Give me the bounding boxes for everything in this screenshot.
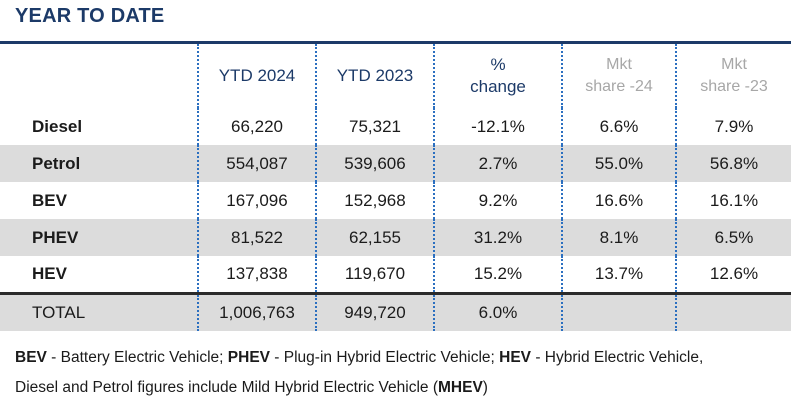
total-change: 6.0% [433, 291, 562, 331]
phev-abbr: PHEV [227, 349, 270, 366]
cell-ytd-2023: 62,155 [315, 219, 434, 256]
footnote-line-2: Diesel and Petrol figures include Mild H… [15, 373, 785, 403]
cell-mkt-share-24: 13.7% [561, 256, 676, 293]
row-label: BEV [32, 190, 67, 210]
header-empty [0, 44, 198, 108]
phev-definition: - Plug-in Hybrid Electric Vehicle; [270, 349, 500, 366]
total-ytd-2023: 949,720 [315, 291, 434, 331]
total-mkt-share-24 [561, 291, 676, 331]
header-change-line2: change [470, 77, 526, 96]
cell-mkt-share-23: 56.8% [675, 145, 791, 182]
cell-ytd-2024: 66,220 [197, 108, 316, 145]
page-title: YEAR TO DATE [15, 5, 165, 27]
bev-abbr: BEV [15, 349, 47, 366]
header-mkt-share-23: Mkt share -23 [675, 44, 791, 108]
mhev-note: Diesel and Petrol figures include Mild H… [15, 379, 438, 396]
mhev-note-close: ) [482, 379, 488, 396]
cell-ytd-2023: 119,670 [315, 256, 434, 293]
cell-ytd-2023: 152,968 [315, 182, 434, 219]
header-change: % change [433, 44, 562, 108]
cell-change: -12.1% [433, 108, 562, 145]
row-label: Diesel [32, 116, 83, 136]
cell-mkt-share-23: 6.5% [675, 219, 791, 256]
cell-mkt-share-23: 16.1% [675, 182, 791, 219]
cell-mkt-share-23: 12.6% [675, 256, 791, 293]
total-mkt-share-23 [675, 291, 791, 331]
header-mkt24-line1: Mkt [606, 56, 632, 73]
header-mkt23-line1: Mkt [721, 56, 747, 73]
footnote-line-1: BEV - Battery Electric Vehicle; PHEV - P… [15, 343, 785, 373]
cell-ytd-2023: 539,606 [315, 145, 434, 182]
header-mkt-share-24: Mkt share -24 [561, 44, 676, 108]
cell-change: 15.2% [433, 256, 562, 293]
hev-abbr: HEV [499, 349, 532, 366]
bev-definition: - Battery Electric Vehicle; [46, 349, 228, 366]
cell-change: 2.7% [433, 145, 562, 182]
cell-ytd-2024: 137,838 [197, 256, 316, 293]
row-label: HEV [32, 263, 67, 283]
header-mkt24-line2: share -24 [585, 78, 653, 95]
cell-mkt-share-24: 8.1% [561, 219, 676, 256]
total-row: TOTAL 1,006,763 949,720 6.0% [0, 291, 791, 331]
header-ytd-2024: YTD 2024 [197, 44, 316, 108]
total-label: TOTAL [0, 291, 198, 331]
header-mkt23-line2: share -23 [700, 78, 768, 95]
hev-definition: - Hybrid Electric Vehicle, [531, 349, 704, 366]
table-row: PHEV 81,522 62,155 31.2% 8.1% 6.5% [0, 219, 791, 256]
table-row: BEV 167,096 152,968 9.2% 16.6% 16.1% [0, 182, 791, 219]
header-change-line1: % [490, 55, 506, 74]
row-label: PHEV [0, 219, 198, 256]
title-underline [0, 41, 791, 44]
cell-mkt-share-24: 16.6% [561, 182, 676, 219]
table-row: HEV 137,838 119,670 15.2% 13.7% 12.6% [0, 256, 791, 293]
cell-ytd-2023: 75,321 [315, 108, 434, 145]
cell-mkt-share-24: 55.0% [561, 145, 676, 182]
table-row: Diesel 66,220 75,321 -12.1% 6.6% 7.9% [0, 108, 791, 145]
header-ytd-2023: YTD 2023 [315, 44, 434, 108]
table-header-row: YTD 2024 YTD 2023 % change Mkt share -24… [0, 44, 791, 108]
cell-mkt-share-23: 7.9% [675, 108, 791, 145]
row-label: Petrol [0, 145, 198, 182]
cell-ytd-2024: 81,522 [197, 219, 316, 256]
cell-change: 31.2% [433, 219, 562, 256]
total-ytd-2024: 1,006,763 [197, 291, 316, 331]
cell-ytd-2024: 167,096 [197, 182, 316, 219]
mhev-abbr: MHEV [438, 379, 483, 396]
ytd-table: YTD 2024 YTD 2023 % change Mkt share -24… [0, 44, 791, 331]
table-row: Petrol 554,087 539,606 2.7% 55.0% 56.8% [0, 145, 791, 182]
footnote: BEV - Battery Electric Vehicle; PHEV - P… [15, 343, 785, 403]
cell-ytd-2024: 554,087 [197, 145, 316, 182]
cell-change: 9.2% [433, 182, 562, 219]
cell-mkt-share-24: 6.6% [561, 108, 676, 145]
